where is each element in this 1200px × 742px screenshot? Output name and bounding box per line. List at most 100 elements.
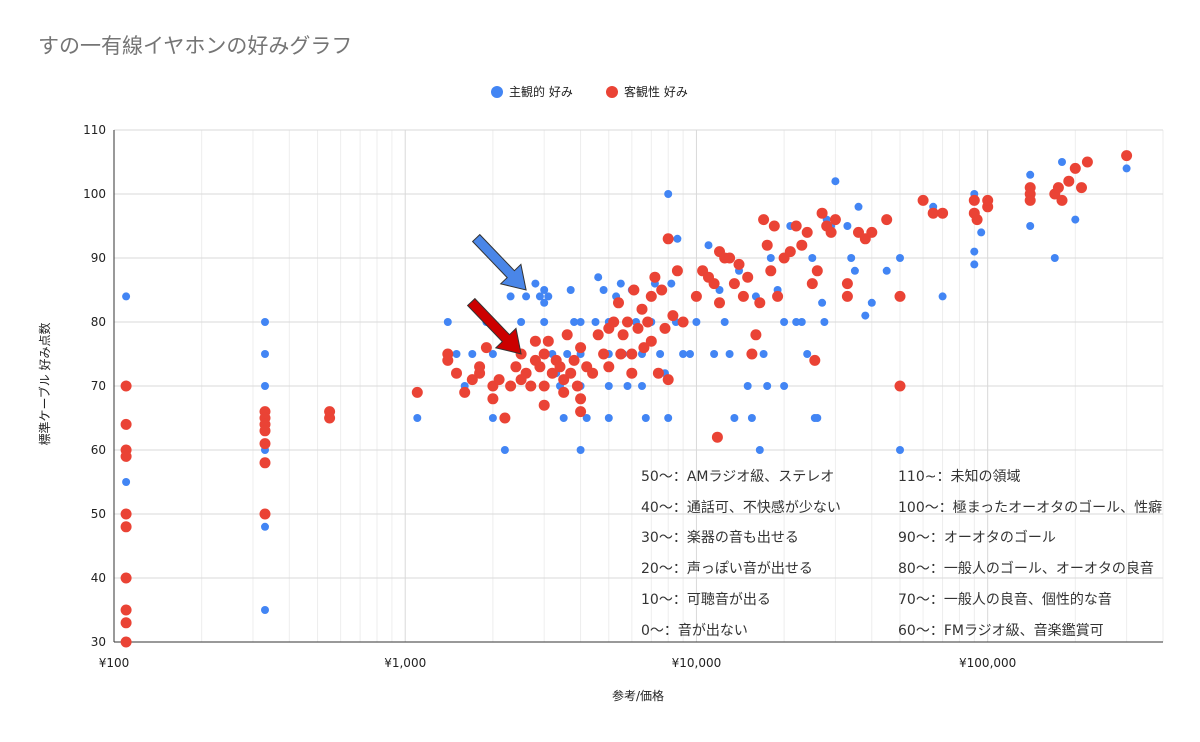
- data-point: [1071, 215, 1080, 224]
- legend: 主観的 好み 客観性 好み: [491, 84, 688, 99]
- data-point: [1081, 156, 1093, 168]
- data-point: [570, 318, 579, 326]
- annotation-right: 70〜：一般人の良音、個性的な音: [898, 591, 1112, 608]
- y-tick-label: 40: [91, 571, 106, 585]
- data-point: [468, 350, 477, 358]
- annotation-right: 90〜：オーオタのゴール: [898, 529, 1056, 546]
- data-point: [617, 329, 629, 341]
- data-point: [829, 214, 841, 226]
- series-2: [120, 150, 1133, 648]
- data-point: [529, 335, 541, 347]
- data-point: [743, 382, 752, 390]
- data-point: [710, 350, 719, 358]
- data-point: [120, 450, 132, 462]
- data-point: [750, 329, 762, 341]
- data-point: [632, 322, 644, 334]
- red-arrow-icon: [466, 297, 522, 355]
- data-point: [780, 318, 789, 326]
- data-point: [626, 348, 638, 360]
- data-point: [881, 214, 893, 226]
- data-point: [645, 290, 657, 302]
- data-point: [841, 278, 853, 290]
- data-point: [758, 214, 770, 226]
- data-point: [747, 414, 756, 422]
- data-point: [598, 348, 610, 360]
- data-point: [708, 278, 720, 290]
- data-point: [917, 194, 929, 206]
- data-point: [724, 252, 736, 264]
- y-tick-label: 50: [91, 507, 106, 521]
- data-point: [616, 279, 625, 288]
- data-point: [803, 350, 812, 358]
- data-point: [566, 286, 575, 294]
- data-point: [474, 361, 486, 373]
- data-point: [754, 297, 766, 309]
- data-point: [763, 382, 772, 390]
- data-point: [866, 226, 878, 238]
- data-point: [506, 292, 515, 301]
- data-point: [970, 260, 979, 269]
- data-point: [820, 318, 829, 326]
- data-point: [540, 318, 549, 326]
- data-points: [120, 150, 1133, 648]
- data-point: [894, 290, 906, 302]
- data-point: [594, 273, 603, 282]
- data-point: [1122, 164, 1131, 173]
- data-point: [261, 350, 269, 358]
- data-point: [761, 239, 773, 251]
- data-point: [554, 361, 566, 373]
- data-point: [120, 636, 132, 648]
- data-point: [784, 246, 796, 258]
- data-point: [604, 414, 613, 422]
- data-point: [796, 239, 808, 251]
- data-point: [968, 194, 980, 206]
- y-tick-label: 30: [91, 635, 106, 649]
- annotations: 50〜：AMラジオ級、ステレオ 40〜：通話可、不快感が少ない 30〜：楽器の音も出…: [641, 468, 1162, 639]
- data-point: [565, 367, 577, 379]
- x-axis-title: 参考/価格: [612, 688, 664, 703]
- data-point: [120, 617, 132, 629]
- data-point: [599, 286, 608, 294]
- data-point: [559, 414, 568, 422]
- data-point: [896, 254, 904, 262]
- data-point: [733, 258, 745, 270]
- data-point: [662, 374, 674, 386]
- data-point: [792, 318, 801, 326]
- data-point: [662, 233, 674, 245]
- data-point: [522, 292, 531, 301]
- data-point: [704, 241, 713, 250]
- data-point: [603, 361, 615, 373]
- data-point: [517, 318, 526, 326]
- data-point: [982, 194, 994, 206]
- data-point: [558, 374, 570, 386]
- data-point: [652, 367, 664, 379]
- data-point: [558, 386, 570, 398]
- data-point: [480, 342, 492, 354]
- data-point: [790, 220, 802, 232]
- annotation-left: 50〜：AMラジオ級、ステレオ: [641, 469, 834, 485]
- data-point: [720, 318, 729, 326]
- annotation-right: 100〜：極まったオーオタのゴール、性癖: [898, 499, 1162, 516]
- data-point: [679, 350, 688, 358]
- data-point: [120, 572, 132, 584]
- data-point: [811, 265, 823, 277]
- data-point: [466, 374, 478, 386]
- data-point: [641, 414, 650, 422]
- data-point: [604, 382, 613, 390]
- data-point: [538, 399, 550, 411]
- data-point: [667, 310, 679, 322]
- data-point: [765, 265, 777, 277]
- data-point: [841, 290, 853, 302]
- data-point: [544, 292, 553, 301]
- x-tick-label: ¥100,000: [959, 656, 1016, 670]
- data-point: [1050, 254, 1059, 262]
- data-point: [768, 220, 780, 232]
- data-point: [977, 228, 986, 237]
- data-point: [571, 380, 583, 392]
- y-axis-title: 標準ケーブル 好み点数: [37, 322, 52, 445]
- data-point: [642, 316, 654, 328]
- data-point: [715, 286, 724, 294]
- data-point: [488, 350, 497, 358]
- data-point: [728, 278, 740, 290]
- annotation-left: 40〜：通話可、不快感が少ない: [641, 499, 841, 516]
